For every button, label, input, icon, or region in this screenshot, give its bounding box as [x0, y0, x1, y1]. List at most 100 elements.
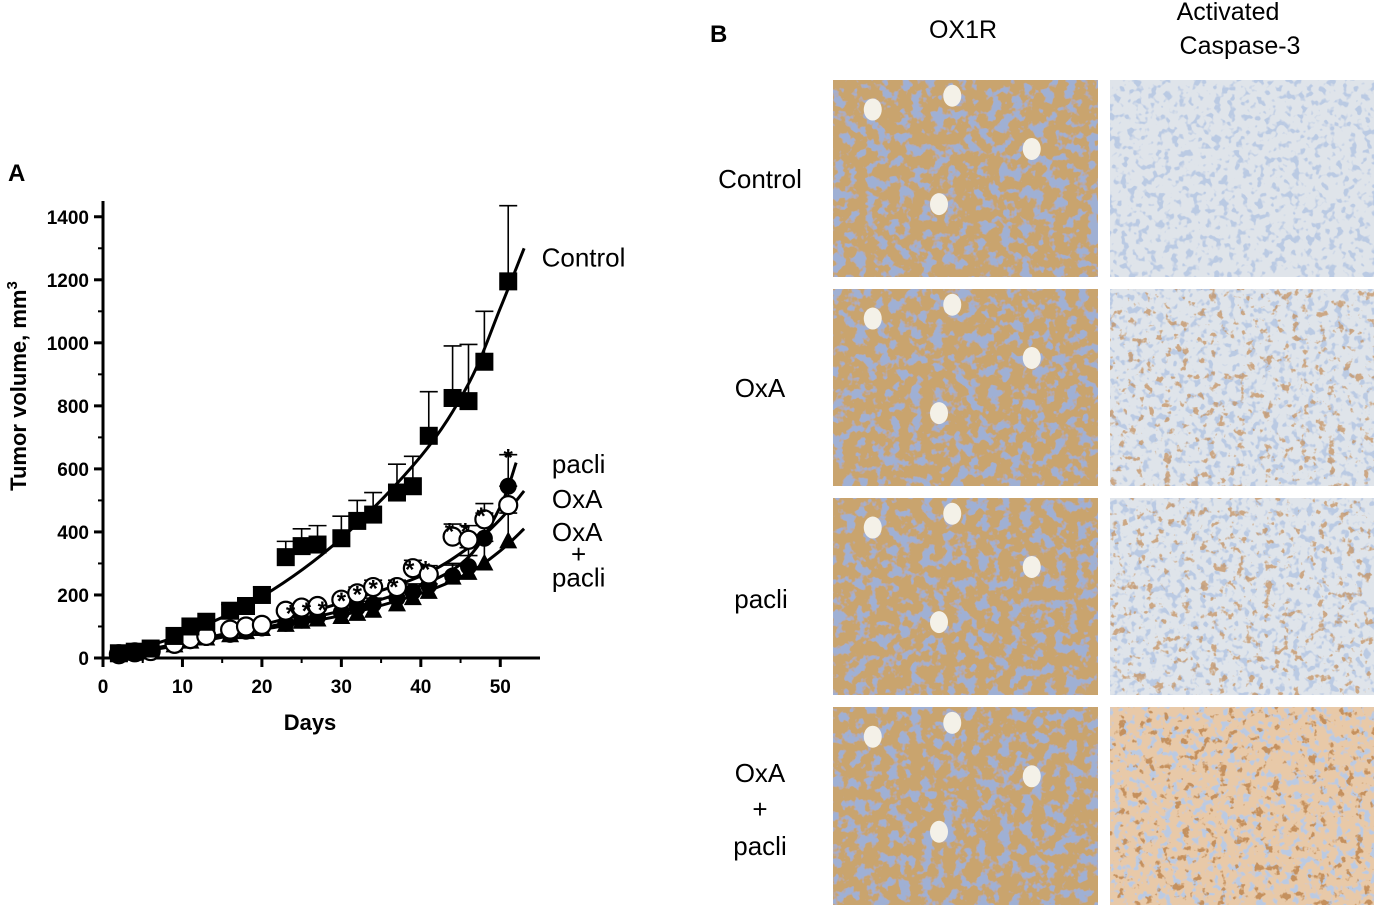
image-tiles [833, 80, 1374, 905]
ihc-vacuole [943, 711, 962, 734]
significance-star: * [353, 582, 363, 609]
x-tick-label: 10 [172, 677, 193, 698]
significance-star: * [337, 588, 347, 615]
y-tick-label: 800 [57, 397, 89, 418]
ihc-vacuole [1022, 765, 1041, 788]
data-point-control [475, 352, 494, 371]
ihc-vacuole [1022, 137, 1041, 160]
data-point-control [443, 388, 462, 407]
data-point-control [419, 426, 438, 445]
data-point-control [348, 511, 367, 530]
x-tick-label: 20 [251, 677, 272, 698]
data-point-oxa-pacli [475, 553, 494, 571]
x-tick-label: 30 [331, 677, 352, 698]
data-point-control [276, 548, 295, 567]
ihc-vacuole [930, 611, 948, 634]
row-label-pacli-combo: pacli [733, 831, 786, 861]
y-tick-label: 1200 [47, 271, 89, 292]
significance-star: * [318, 597, 328, 624]
significance-star: * [445, 519, 455, 546]
ihc-image-caspase3-oxa [1110, 289, 1374, 486]
significance-star: * [477, 503, 487, 530]
x-tick-label: 40 [410, 677, 431, 698]
data-point-pacli [348, 599, 366, 617]
y-tick-label: 200 [57, 586, 89, 607]
data-point-pacli [444, 567, 462, 585]
row-label-pacli: pacli [734, 584, 787, 614]
ihc-vacuole [930, 193, 948, 216]
x-tick-label: 0 [98, 677, 109, 698]
y-tick-label: 400 [57, 523, 89, 544]
data-point-control [165, 626, 184, 645]
panel-a-letter: A [8, 160, 25, 187]
ihc-vacuole [930, 402, 948, 425]
y-tick-label: 0 [78, 649, 89, 670]
significance-star: * [421, 556, 431, 583]
row-label-oxa-combo: OxA [735, 758, 786, 788]
data-point-control [499, 272, 518, 291]
chart-ticks: 0 10 20 30 40 50 0 200 400 600 800 1000 1200 1400 [47, 208, 511, 698]
fit-curves [118, 247, 526, 657]
ihc-vacuole [1022, 346, 1041, 369]
row-label-control: Control [718, 164, 802, 194]
ihc-image-caspase3-oxa-pacli [1110, 707, 1374, 905]
significance-star: * [389, 574, 399, 601]
data-point-control [109, 644, 128, 663]
data-point-control [459, 392, 478, 411]
row-label-plus: + [752, 794, 767, 824]
ihc-vacuole [943, 502, 962, 525]
data-point-control [181, 617, 200, 636]
series-label: Control [542, 243, 626, 273]
series-label: OxA [552, 517, 603, 547]
data-point-oxa [418, 564, 439, 585]
data-point-pacli [364, 595, 382, 613]
data-point-control [387, 483, 406, 502]
series-label: pacli [552, 563, 605, 593]
ihc-vacuole [1022, 555, 1041, 578]
data-point-oxa-pacli [499, 531, 518, 549]
ihc-vacuole [863, 98, 882, 121]
data-point-control [292, 537, 311, 556]
significance-star: * [302, 598, 312, 625]
ihc-vacuole [930, 820, 948, 843]
x-axis-title: Days [284, 710, 337, 735]
column-header-activated: Activated [1177, 0, 1280, 26]
data-point-control [403, 477, 422, 496]
data-point-pacli [475, 529, 493, 547]
data-markers [108, 272, 519, 665]
ihc-vacuole [943, 84, 962, 107]
data-point-control [221, 601, 240, 620]
fit-curve-0 [118, 247, 526, 656]
significance-star: * [286, 601, 296, 628]
significance-markers: * * * * * * ** ** *** [286, 445, 514, 628]
significance-star: * [405, 556, 415, 583]
data-point-pacli [499, 477, 517, 495]
chart-axes [101, 201, 540, 660]
data-point-control [308, 535, 327, 554]
data-point-pacli [459, 558, 477, 576]
panel-b-letter: B [710, 21, 727, 48]
data-point-control [141, 639, 160, 658]
data-point-oxa [474, 509, 495, 530]
data-point-oxa [251, 614, 273, 636]
ihc-vacuole [863, 725, 882, 748]
x-tick-label: 50 [490, 677, 511, 698]
data-point-oxa [498, 495, 519, 516]
y-tick-label: 600 [57, 460, 89, 481]
data-point-oxa [363, 576, 384, 598]
series-label: + [571, 539, 586, 569]
column-header-ox1r: OX1R [929, 16, 997, 44]
y-tick-label: 1400 [47, 208, 89, 229]
data-point-oxa [307, 595, 328, 617]
ihc-image-caspase3-control [1110, 80, 1374, 277]
significance-star: * [504, 445, 514, 472]
data-point-control [125, 642, 144, 661]
data-point-oxa [386, 576, 408, 598]
data-point-control [252, 585, 271, 604]
data-point-control [364, 505, 383, 524]
y-axis-title-superscript: 3 [4, 281, 21, 289]
column-header-caspase-3: Caspase-3 [1180, 32, 1301, 60]
data-point-control [332, 529, 351, 548]
